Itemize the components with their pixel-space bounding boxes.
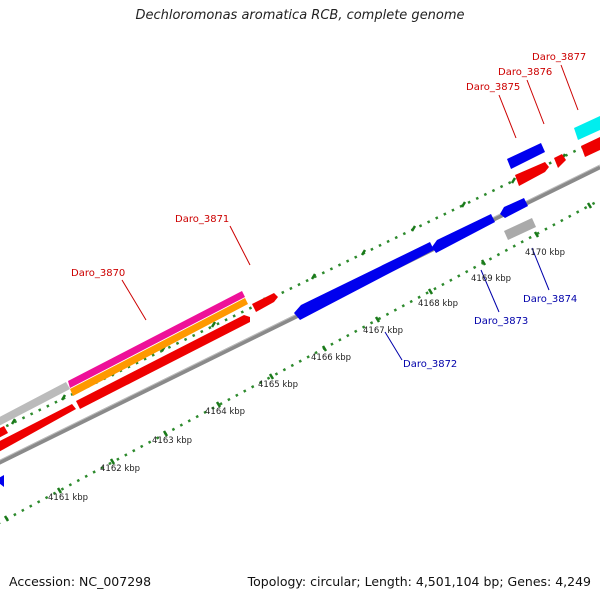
kbp-label: 4168 kbp — [418, 299, 458, 309]
gene-arrow-3871 — [252, 293, 278, 312]
gene-arrow-3873 — [432, 214, 495, 253]
kbp-label: 4161 kbp — [48, 493, 88, 503]
gene-label-daro-3874[interactable]: Daro_3874 — [523, 294, 577, 305]
kbp-label: 4166 kbp — [311, 353, 351, 363]
label-leaders — [121, 64, 579, 361]
gene-label-daro-3872[interactable]: Daro_3872 — [403, 359, 457, 370]
kbp-label: 4165 kbp — [258, 380, 298, 390]
kbp-tick-labels: 4161 kbp 4162 kbp 4163 kbp 4164 kbp 4165… — [48, 248, 565, 503]
page-title: Dechloromonas aromatica RCB, complete ge… — [135, 8, 465, 23]
gene-arrow-3877 — [581, 137, 600, 157]
gene-label-daro-3875[interactable]: Daro_3875 — [466, 82, 520, 93]
inner-major-ticks — [3, 202, 593, 522]
inner-tick-track — [0, 198, 600, 525]
outer-tick-track — [0, 137, 600, 431]
gene-label-daro-3876[interactable]: Daro_3876 — [498, 67, 552, 78]
forward-genes-lane2 — [0, 116, 600, 438]
gene-arrow-3872 — [294, 242, 434, 320]
genome-backbone — [0, 164, 600, 465]
forward-genes-lane1 — [0, 137, 600, 452]
gene-arrow-3870a — [0, 404, 76, 452]
kbp-label: 4170 kbp — [525, 248, 565, 258]
gene-label-daro-3871[interactable]: Daro_3871 — [175, 214, 229, 225]
kbp-label: 4167 kbp — [363, 326, 403, 336]
kbp-label: 4162 kbp — [100, 464, 140, 474]
gene-arrow-3876 — [554, 154, 566, 168]
accession-text: Accession: NC_007298 — [9, 574, 152, 589]
gene-arrow-3874b — [504, 218, 536, 240]
gene-arrow-3870b — [76, 315, 250, 409]
reverse-genes — [0, 143, 545, 487]
gene-label-daro-3873[interactable]: Daro_3873 — [474, 316, 528, 327]
kbp-label: 4169 kbp — [471, 274, 511, 284]
gene-arrow-3875b — [507, 143, 545, 169]
kbp-label: 4163 kbp — [152, 436, 192, 446]
gene-arrow-3874a — [500, 198, 528, 218]
topology-text: Topology: circular; Length: 4,501,104 bp… — [247, 574, 591, 589]
gene-arrow-3875 — [515, 162, 549, 186]
gene-label-daro-3870[interactable]: Daro_3870 — [71, 268, 125, 279]
gene-labels: Daro_3870 Daro_3871 Daro_3872 Daro_3873 … — [71, 52, 586, 370]
kbp-label: 4164 kbp — [205, 407, 245, 417]
gene-label-daro-3877[interactable]: Daro_3877 — [532, 52, 586, 63]
